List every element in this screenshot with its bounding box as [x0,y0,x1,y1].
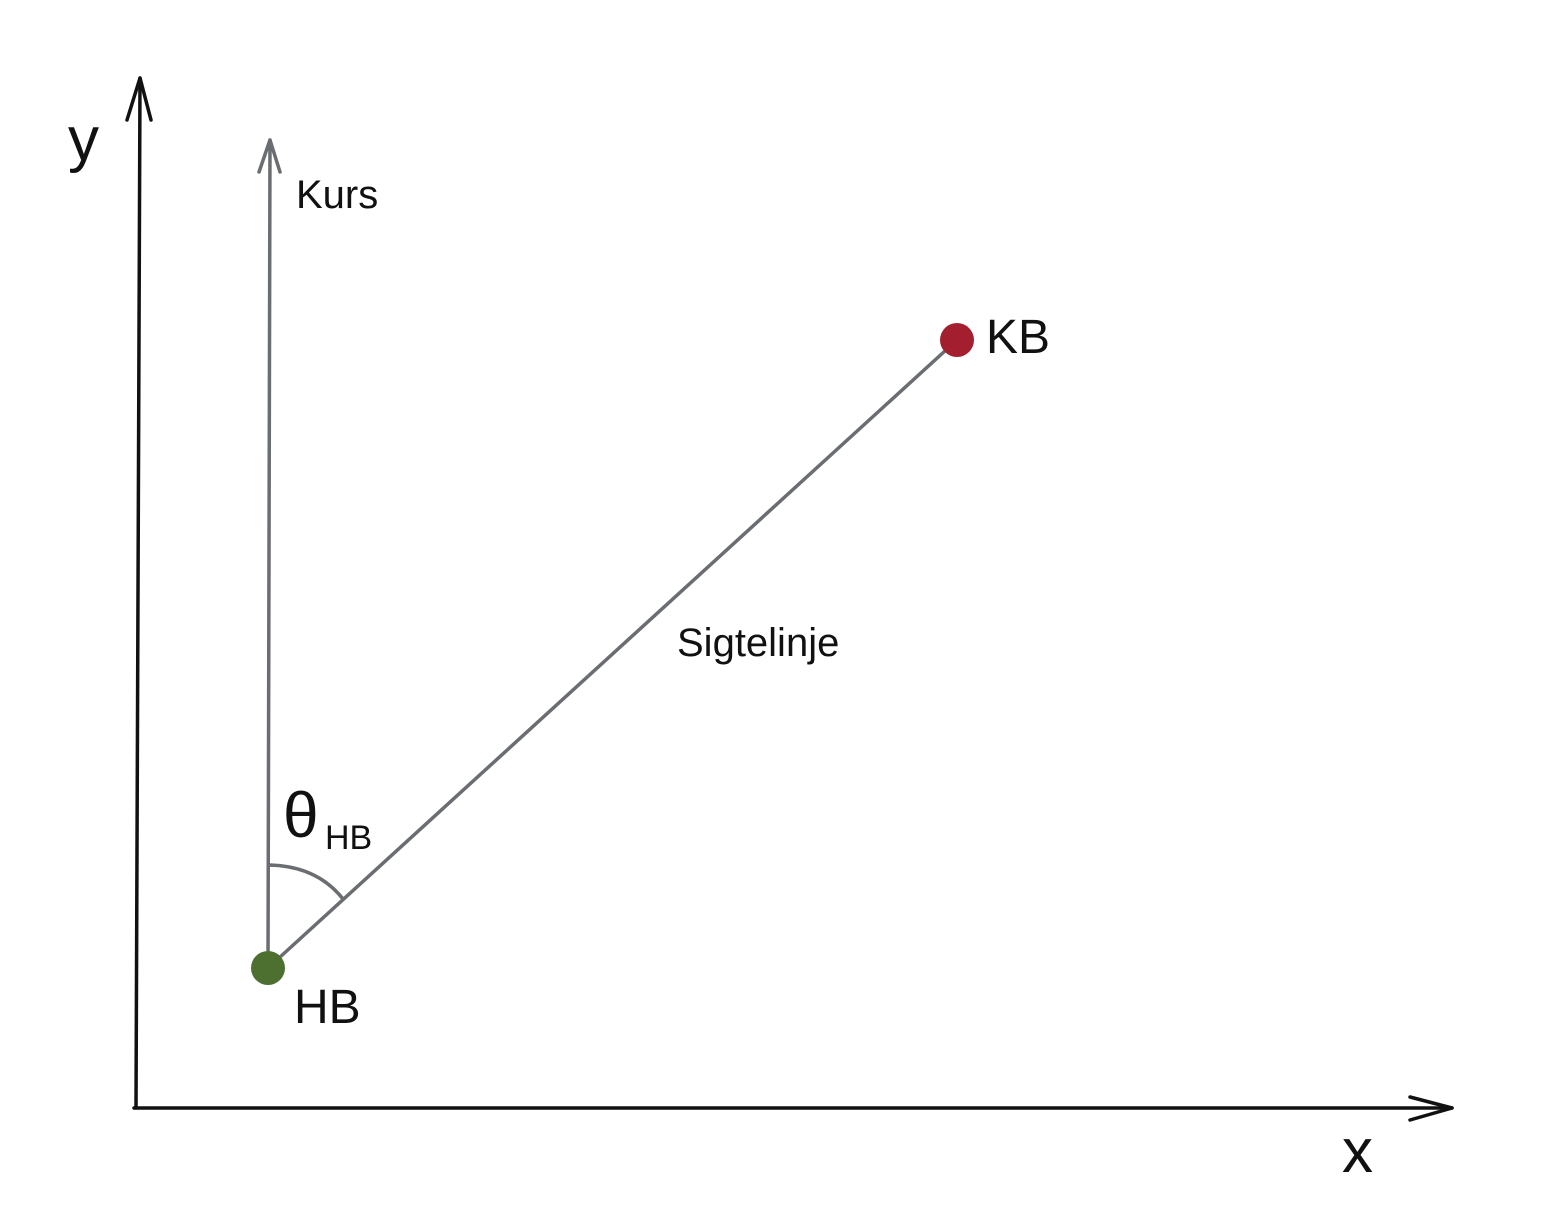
angle-subscript: HB [325,819,372,857]
y-axis-arrowhead [125,76,153,122]
line-of-sight-label: Sigtelinje [677,621,839,665]
x-axis-label: x [1342,1117,1373,1186]
line-of-sight [266,338,959,970]
heading-label: Kurs [296,173,378,217]
angle-label: θ HB [283,779,372,857]
heading-arrow-line [266,138,272,970]
angle-symbol: θ [283,779,319,851]
y-axis-line [134,76,142,1110]
heading-arrowhead [257,138,282,174]
hb-label: HB [294,981,361,1034]
y-axis-label: y [68,105,99,174]
hb-point [251,951,285,985]
x-axis-arrowhead [1408,1095,1454,1122]
kb-label: KB [986,311,1050,364]
kb-point [940,323,974,357]
angle-arc [267,863,345,901]
